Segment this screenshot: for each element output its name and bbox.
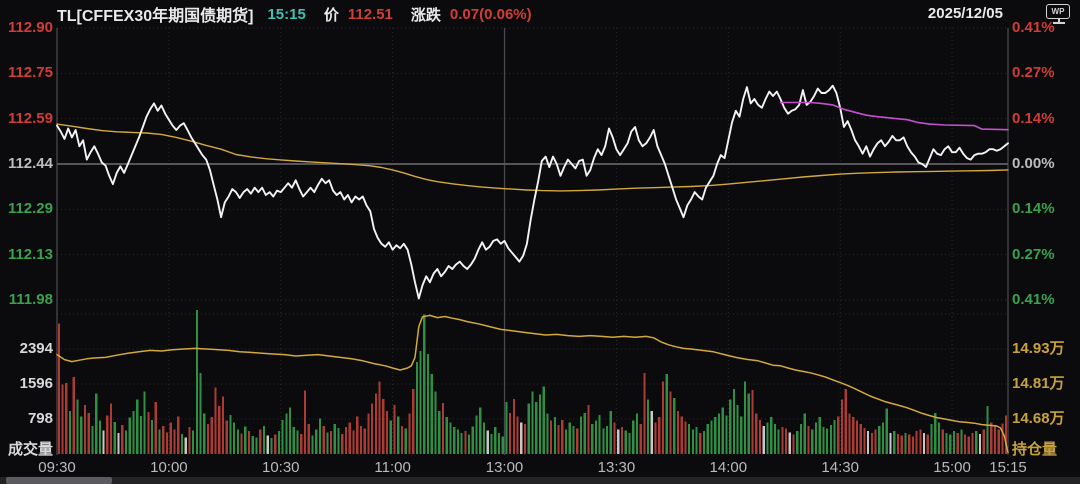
y-axis-percent-label: 0.41% — [1012, 291, 1055, 308]
y-axis-percent-label: 0.41% — [1012, 19, 1055, 36]
open-interest-axis-label: 14.93万 — [1012, 340, 1065, 357]
scrollbar-thumb[interactable] — [6, 477, 112, 484]
wp-logo-icon: WP — [1046, 4, 1072, 24]
y-axis-price-label: 112.44 — [7, 155, 53, 172]
change-value: 0.07(0.06%) — [449, 5, 532, 23]
y-axis-price-label: 112.59 — [7, 109, 53, 127]
y-axis-percent-label: 0.14% — [1012, 109, 1055, 127]
header: TL[CFFEX30年期国债期货] 15:15 价 112.51 涨跌 0.07… — [57, 0, 532, 28]
quote-time: 15:15 — [267, 5, 306, 23]
x-axis-time-label: 11:00 — [374, 459, 411, 476]
y-axis-price-label: 112.75 — [7, 64, 53, 82]
x-axis-time-label: 09:30 — [38, 459, 76, 476]
volume-axis-label: 2394 — [19, 340, 53, 357]
last-price: 112.51 — [347, 5, 393, 23]
instrument-title: TL[CFFEX30年期国债期货] — [57, 8, 254, 25]
y-axis-percent-label: 0.27% — [1012, 245, 1055, 263]
wp-logo-text: WP — [1046, 4, 1070, 19]
y-axis-price-label: 112.29 — [7, 200, 53, 218]
scrollbar-track[interactable] — [0, 477, 1080, 484]
y-axis-percent-label: 0.00% — [1012, 155, 1055, 172]
change-label: 涨跌 — [410, 6, 441, 24]
x-axis-time-label: 15:15 — [989, 459, 1027, 476]
open-interest-axis-label: 14.68万 — [1012, 410, 1065, 427]
x-axis-time-label: 10:00 — [150, 459, 188, 476]
price-label: 价 — [323, 6, 339, 24]
volume-axis-label: 1596 — [19, 375, 53, 392]
y-axis-percent-label: 0.27% — [1012, 64, 1055, 82]
y-axis-price-label: 112.90 — [7, 19, 53, 36]
y-axis-price-label: 112.13 — [7, 245, 53, 263]
x-axis-time-label: 14:00 — [709, 459, 748, 476]
open-interest-pane-title: 持仓量 — [1012, 441, 1058, 458]
y-axis-percent-label: 0.14% — [1012, 200, 1055, 218]
volume-pane-title: 成交量 — [7, 441, 53, 458]
x-axis-time-label: 15:00 — [933, 459, 971, 476]
volume-axis-label: 798 — [27, 410, 53, 427]
open-interest-axis-label: 14.81万 — [1012, 375, 1065, 392]
x-axis-time-label: 14:30 — [821, 459, 859, 476]
x-axis-time-label: 13:00 — [485, 459, 524, 476]
x-axis-time-label: 13:30 — [597, 459, 636, 476]
x-axis-time-label: 10:30 — [261, 459, 300, 476]
y-axis-price-label: 111.98 — [8, 291, 53, 308]
date-label: 2025/12/05 — [927, 5, 1003, 22]
